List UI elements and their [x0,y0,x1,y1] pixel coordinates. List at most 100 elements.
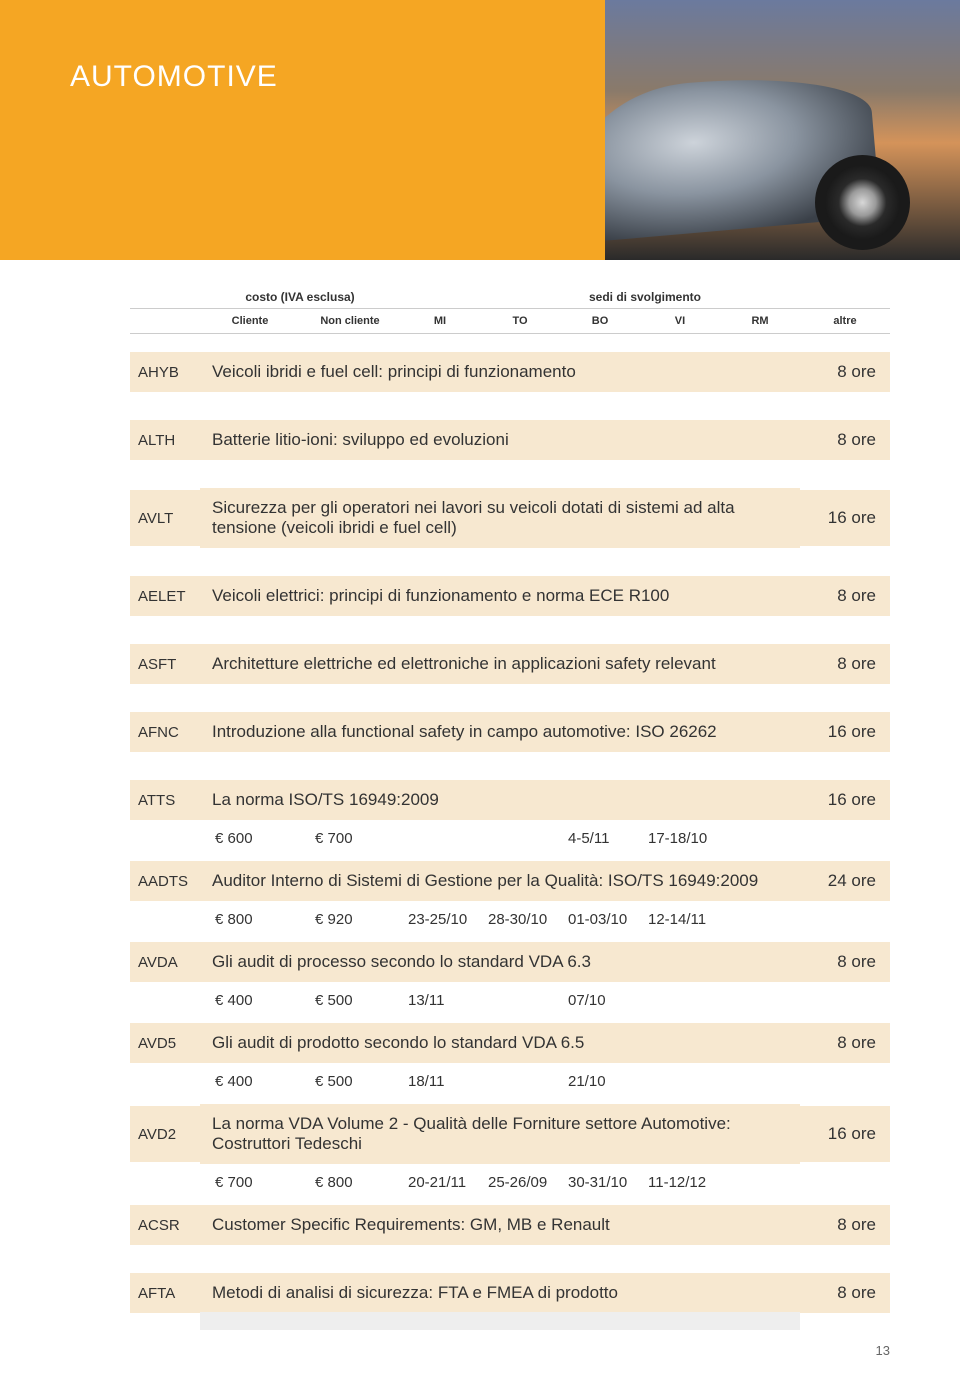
course-title: Introduzione alla functional safety in c… [200,712,800,752]
col-mi: MI [400,315,480,327]
price-noncliente: € 920 [300,911,400,928]
date-rm [720,911,800,928]
course-title: Auditor Interno di Sistemi di Gestione p… [200,861,800,901]
price-cliente: € 400 [200,1073,300,1090]
course-title: Veicoli elettrici: principi di funzionam… [200,576,800,616]
course-hours: 24 ore [800,861,890,901]
col-to: TO [480,315,560,327]
price-noncliente: € 700 [300,830,400,847]
course-title: Sicurezza per gli operatori nei lavori s… [200,488,800,548]
header-sedi: sedi di svolgimento [400,290,890,304]
course-code: AVLT [130,490,200,546]
price-noncliente: € 500 [300,992,400,1009]
col-noncliente: Non cliente [300,315,400,327]
course-hours: 8 ore [800,1023,890,1063]
price-cliente: € 400 [200,992,300,1009]
date-altre [800,1073,880,1090]
course-code: ACSR [130,1205,200,1245]
price-cliente: € 800 [200,911,300,928]
course-hours: 16 ore [800,490,890,546]
course-hours: 8 ore [800,942,890,982]
table-subheader: Cliente Non cliente MI TO BO VI RM altre [130,308,890,334]
course-hours: 16 ore [800,712,890,752]
course-code: AVDA [130,942,200,982]
course-code: AVD2 [130,1106,200,1162]
date-to [480,992,560,1009]
course-hours: 8 ore [800,352,890,392]
course-code: AVD5 [130,1023,200,1063]
date-mi: 23-25/10 [400,911,480,928]
course-code: ATTS [130,780,200,820]
course-hours: 16 ore [800,780,890,820]
price-cliente: € 700 [200,1174,300,1191]
date-vi [640,1073,720,1090]
course-data-row: € 400€ 50018/1121/10 [130,1067,890,1104]
date-rm [720,1073,800,1090]
course-title: Architetture elettriche ed elettroniche … [200,644,800,684]
course-code: AHYB [130,352,200,392]
page-title: AUTOMOTIVE [70,60,278,94]
date-bo: 21/10 [560,1073,640,1090]
content-area: costo (IVA esclusa) sedi di svolgimento … [0,260,960,1313]
date-altre [800,992,880,1009]
course-hours: 16 ore [800,1106,890,1162]
course-title: Metodi di analisi di sicurezza: FTA e FM… [200,1273,800,1313]
date-vi: 12-14/11 [640,911,720,928]
course-data-row: € 600€ 7004-5/1117-18/10 [130,824,890,861]
price-noncliente: € 500 [300,1073,400,1090]
footer-bar [200,1312,800,1330]
course-title: Veicoli ibridi e fuel cell: principi di … [200,352,800,392]
page-number: 13 [876,1343,890,1358]
course-code: AFNC [130,712,200,752]
date-to: 25-26/09 [480,1174,560,1191]
course-row: AHYBVeicoli ibridi e fuel cell: principi… [130,352,890,392]
date-altre [800,1174,880,1191]
date-rm [720,992,800,1009]
col-rm: RM [720,315,800,327]
date-rm [720,1174,800,1191]
date-altre [800,911,880,928]
course-row: ACSRCustomer Specific Requirements: GM, … [130,1205,890,1245]
course-row: ASFTArchitetture elettriche ed elettroni… [130,644,890,684]
date-bo: 4-5/11 [560,830,640,847]
date-bo: 01-03/10 [560,911,640,928]
col-vi: VI [640,315,720,327]
date-vi: 11-12/12 [640,1174,720,1191]
header-costo: costo (IVA esclusa) [200,290,400,304]
course-row: AVD5Gli audit di prodotto secondo lo sta… [130,1023,890,1063]
course-hours: 8 ore [800,1205,890,1245]
date-to: 28-30/10 [480,911,560,928]
date-to [480,1073,560,1090]
course-data-row: € 400€ 50013/1107/10 [130,986,890,1023]
date-bo: 30-31/10 [560,1174,640,1191]
course-code: AADTS [130,861,200,901]
course-row: AFTAMetodi di analisi di sicurezza: FTA … [130,1273,890,1313]
course-hours: 8 ore [800,644,890,684]
course-data-row: € 700€ 80020-21/1125-26/0930-31/1011-12/… [130,1168,890,1205]
price-noncliente: € 800 [300,1174,400,1191]
col-cliente: Cliente [200,315,300,327]
course-hours: 8 ore [800,576,890,616]
course-title: Batterie litio-ioni: sviluppo ed evoluzi… [200,420,800,460]
course-title: La norma VDA Volume 2 - Qualità delle Fo… [200,1104,800,1164]
course-title: Gli audit di prodotto secondo lo standar… [200,1023,800,1063]
table-header-groups: costo (IVA esclusa) sedi di svolgimento [130,290,890,304]
date-altre [800,830,880,847]
course-title: Customer Specific Requirements: GM, MB e… [200,1205,800,1245]
date-vi: 17-18/10 [640,830,720,847]
course-row: AVLTSicurezza per gli operatori nei lavo… [130,488,890,548]
course-row: AVDAGli audit di processo secondo lo sta… [130,942,890,982]
course-hours: 8 ore [800,1273,890,1313]
date-mi [400,830,480,847]
course-row: ALTHBatterie litio-ioni: sviluppo ed evo… [130,420,890,460]
course-code: ASFT [130,644,200,684]
course-row: AELETVeicoli elettrici: principi di funz… [130,576,890,616]
hero-left: AUTOMOTIVE [0,0,605,260]
course-title: La norma ISO/TS 16949:2009 [200,780,800,820]
hero-image [605,0,960,260]
course-row: AVD2La norma VDA Volume 2 - Qualità dell… [130,1104,890,1164]
col-bo: BO [560,315,640,327]
date-mi: 20-21/11 [400,1174,480,1191]
course-code: AFTA [130,1273,200,1313]
wheel-illustration [815,155,910,250]
